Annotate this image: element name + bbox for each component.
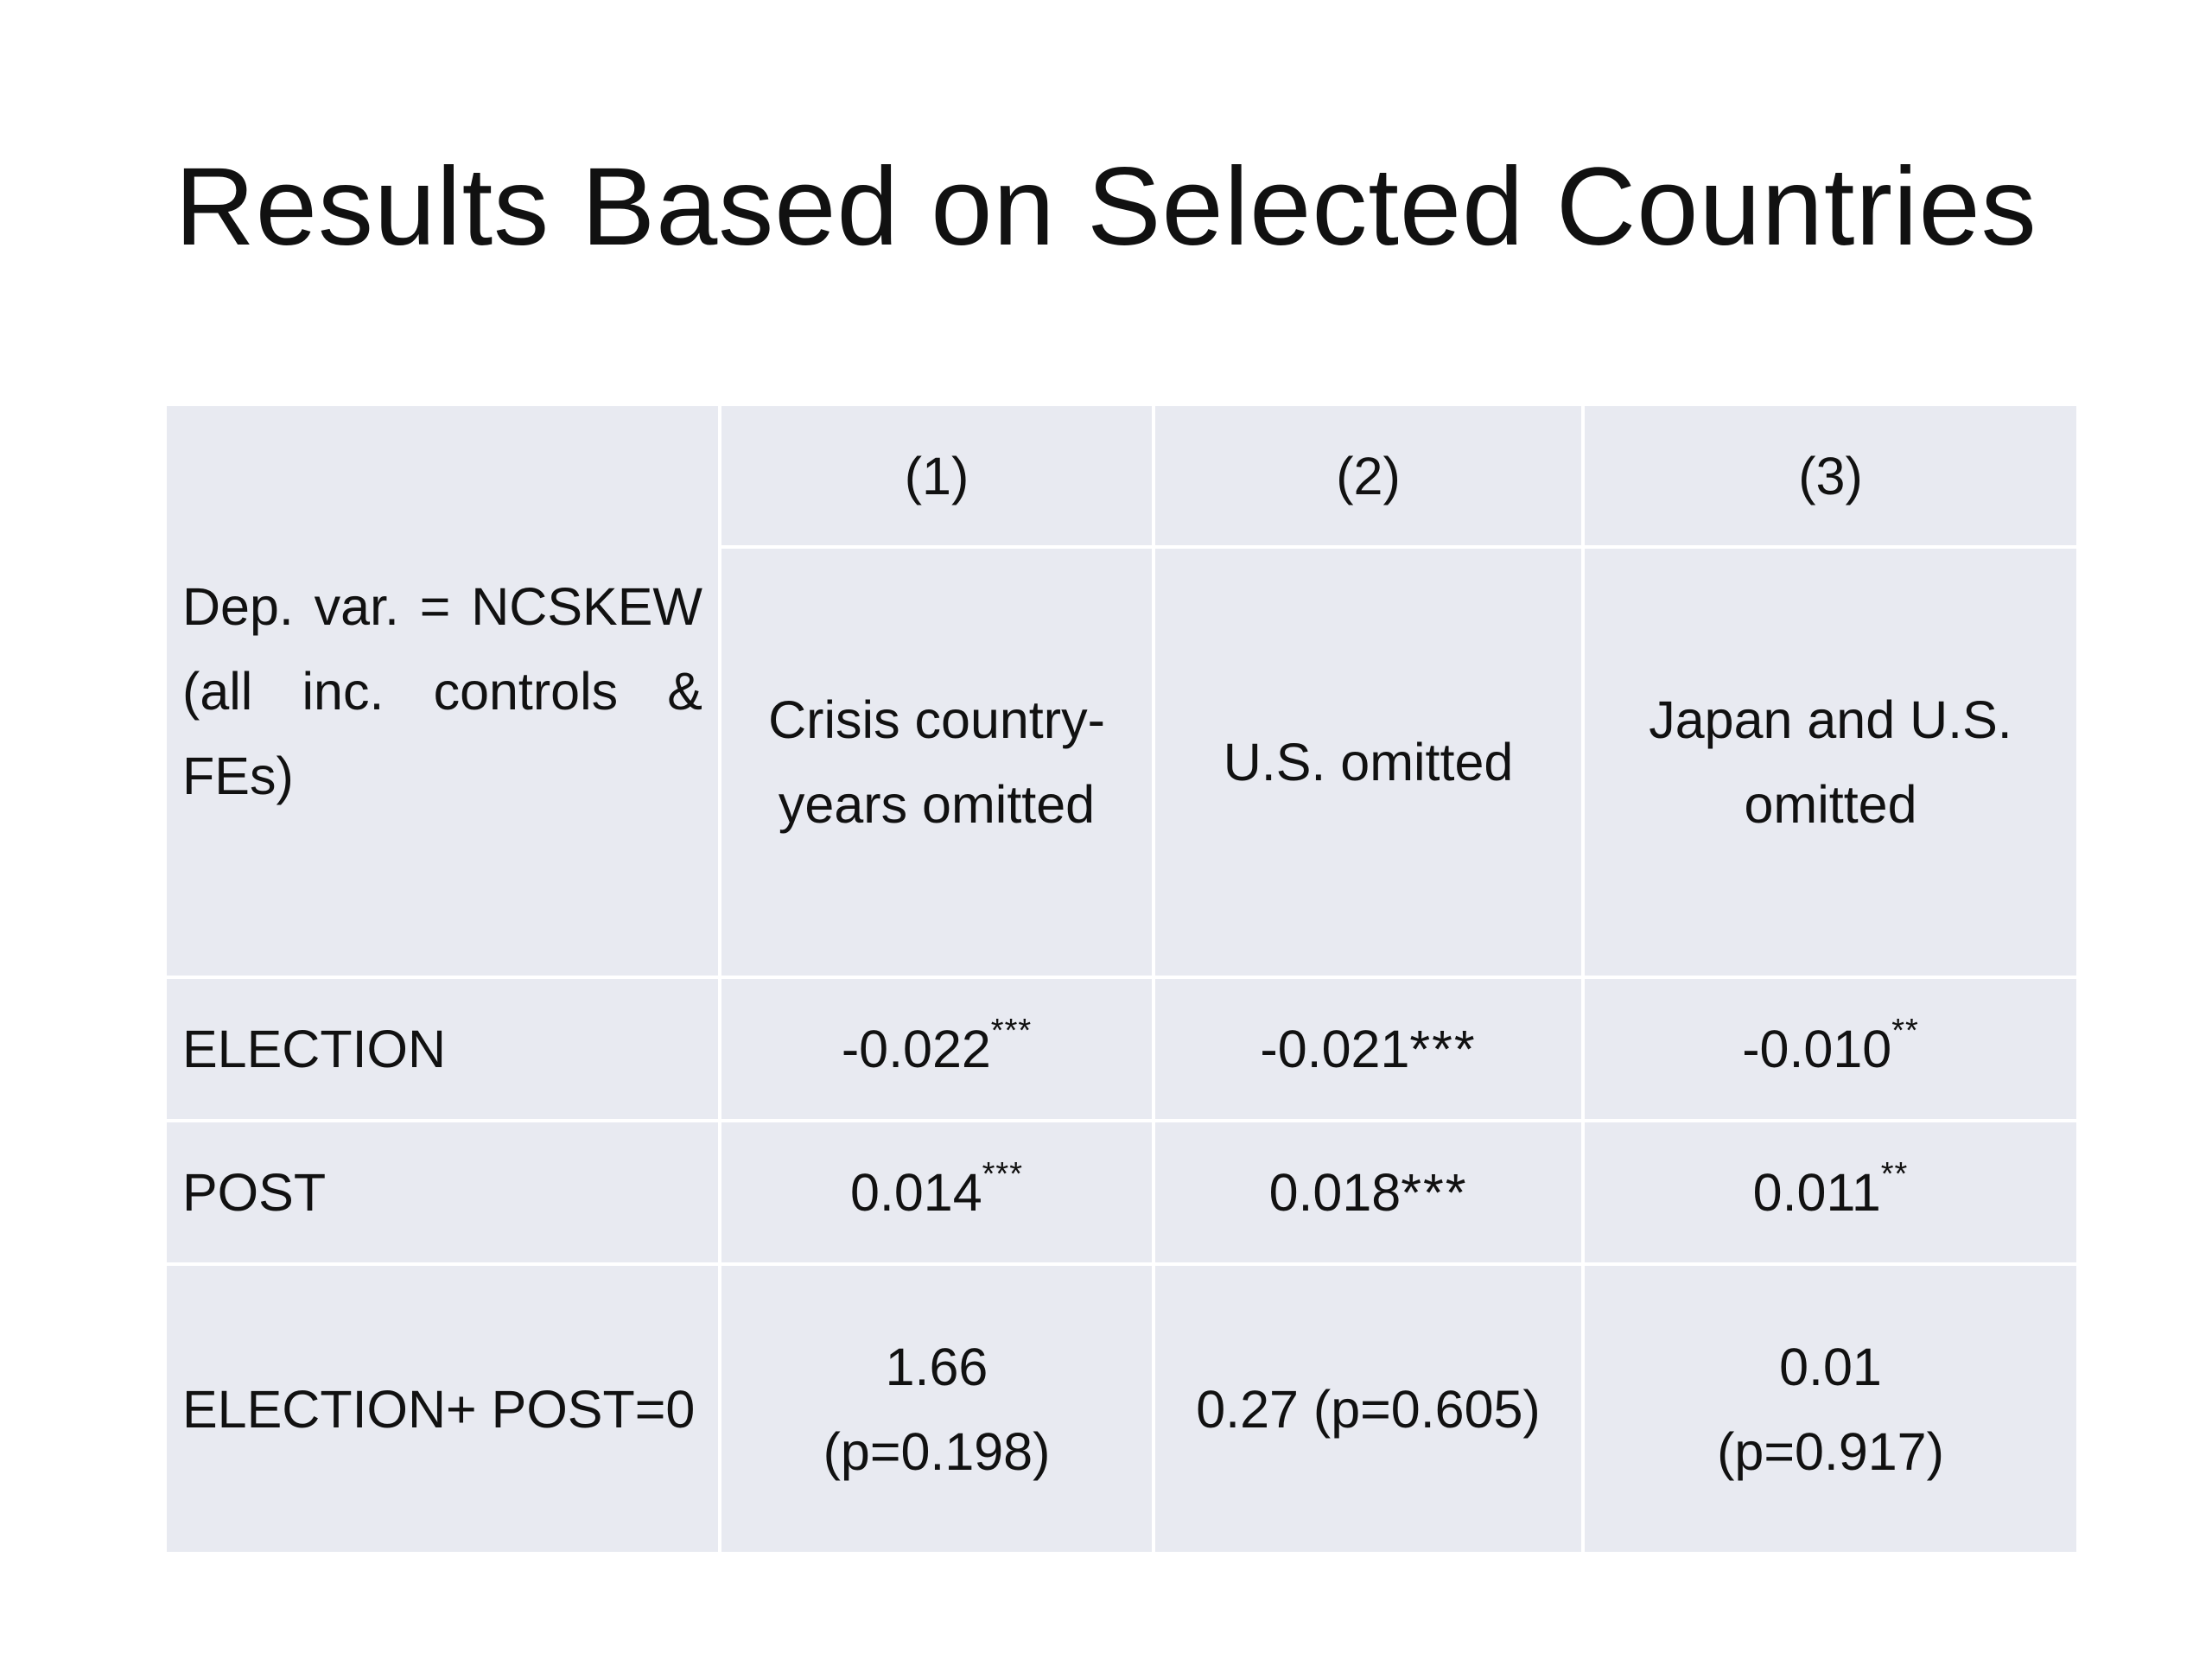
test-stat: 0.01: [1779, 1337, 1882, 1396]
coef-election-col2: -0.021***: [1152, 976, 1585, 1122]
table-header-row-descriptions: Crisis country- years omitted U.S. omitt…: [167, 545, 2076, 979]
table-row-post: POST 0.014*** 0.018*** 0.011**: [167, 1119, 2076, 1266]
table-header-row-numbers: Dep. var. = NCSKEW (all inc. controls & …: [167, 406, 2076, 979]
col-desc-3: Japan and U.S. omitted: [1581, 545, 2076, 979]
table-row-election-plus-post: ELECTION+ POST=0 1.66 (p=0.198) 0.27 (p=…: [167, 1262, 2076, 1552]
slide-title: Results Based on Selected Countries: [175, 145, 2037, 269]
p-value: (p=0.198): [823, 1421, 1051, 1481]
coef-value: 0.014: [849, 1163, 982, 1222]
row-label-election: ELECTION: [167, 976, 721, 1122]
results-table: Dep. var. = NCSKEW (all inc. controls & …: [167, 406, 2076, 1552]
coef-value: -0.010: [1742, 1020, 1892, 1078]
col-number-3: (3): [1581, 406, 2076, 549]
coef-post-col2: 0.018***: [1152, 1119, 1585, 1266]
coef-election-col3: -0.010**: [1581, 976, 2076, 1122]
col-number-1: (1): [718, 406, 1155, 549]
coef-post-col3: 0.011**: [1581, 1119, 2076, 1266]
test-stat: 1.66: [885, 1337, 988, 1396]
p-value: (p=0.917): [1717, 1421, 1944, 1481]
coef-post-col1: 0.014***: [718, 1119, 1155, 1266]
col-desc-1-line-2: years omitted: [778, 775, 1096, 834]
row-label-post: POST: [167, 1119, 721, 1266]
col-desc-1: Crisis country- years omitted: [720, 545, 1155, 979]
significance-stars: ***: [1409, 1020, 1477, 1078]
coef-value: -0.022: [841, 1020, 991, 1078]
col-desc-3-line-2: omitted: [1744, 775, 1917, 834]
significance-stars: ***: [982, 1156, 1024, 1192]
row-label-election-plus-post: ELECTION+ POST=0: [167, 1262, 721, 1552]
col-desc-2: U.S. omitted: [1152, 545, 1585, 979]
col-desc-3-line-1: Japan and U.S.: [1649, 690, 2012, 749]
col-number-2: (2): [1152, 406, 1585, 549]
test-col1: 1.66 (p=0.198): [718, 1262, 1155, 1552]
col-desc-1-line-1: Crisis country-: [768, 690, 1105, 749]
test-stat-with-p-value: 0.27 (p=0.605): [1196, 1379, 1541, 1439]
coef-election-col1: -0.022***: [718, 976, 1155, 1122]
significance-stars: ***: [1401, 1163, 1468, 1222]
test-col3: 0.01 (p=0.917): [1581, 1262, 2076, 1552]
coef-value: -0.021: [1260, 1020, 1410, 1078]
coef-value: 0.018: [1268, 1163, 1402, 1222]
significance-stars: ***: [990, 1013, 1033, 1049]
coef-value: 0.011: [1752, 1163, 1881, 1222]
test-col2: 0.27 (p=0.605): [1152, 1262, 1585, 1552]
significance-stars: **: [1880, 1156, 1909, 1192]
dep-var-label: Dep. var. = NCSKEW (all inc. controls & …: [167, 406, 721, 979]
significance-stars: **: [1891, 1013, 1919, 1049]
table-row-election: ELECTION -0.022*** -0.021*** -0.010**: [167, 976, 2076, 1122]
col-desc-2-line-1: U.S. omitted: [1223, 733, 1514, 791]
results-table-container: Dep. var. = NCSKEW (all inc. controls & …: [167, 406, 2076, 1552]
